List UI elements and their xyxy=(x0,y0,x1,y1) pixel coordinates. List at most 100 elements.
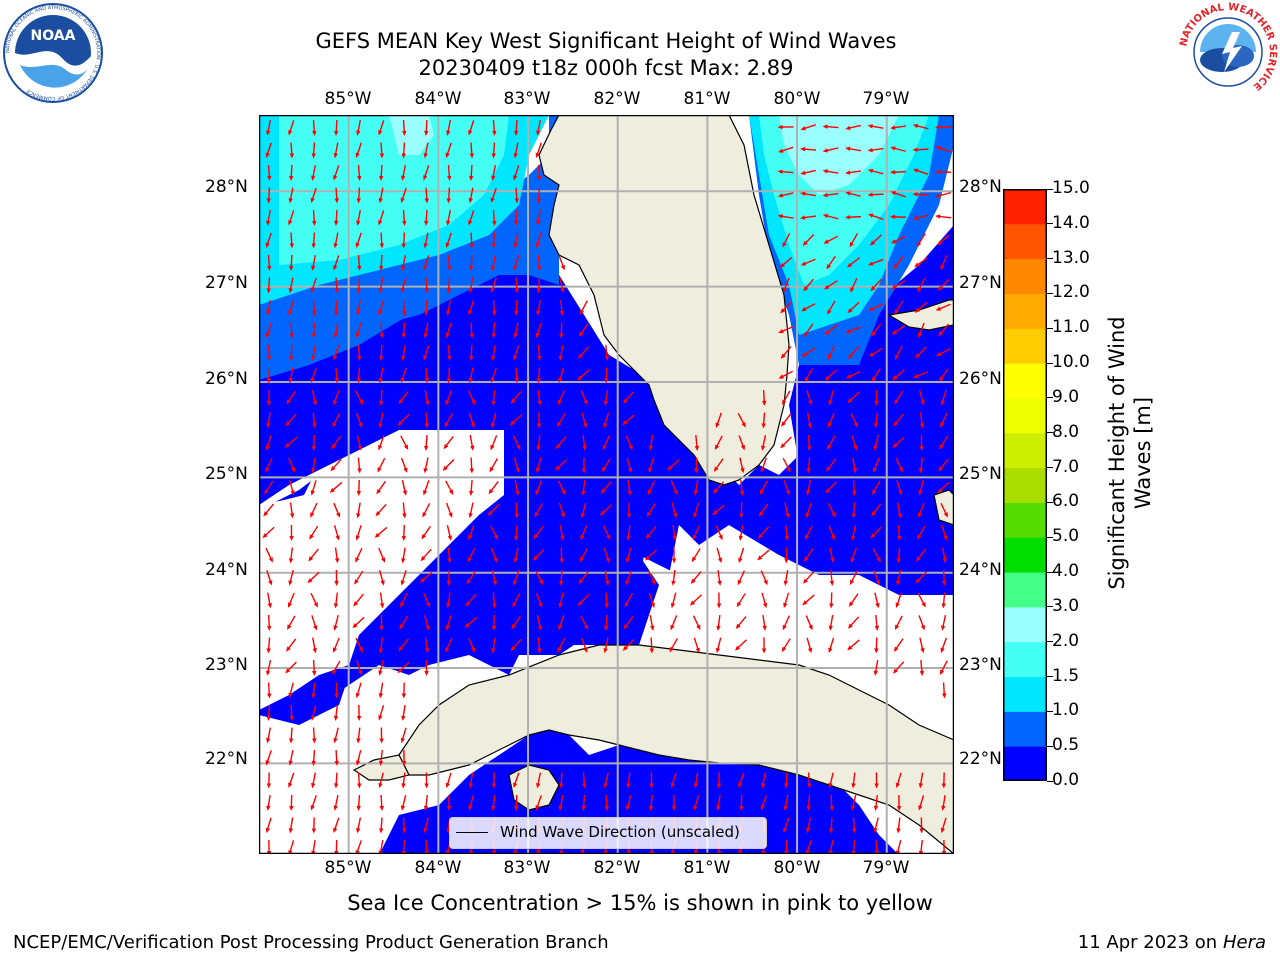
wave-arrow xyxy=(917,322,925,338)
wave-arrow xyxy=(873,412,879,429)
wave-arrow xyxy=(286,638,297,652)
wave-arrow xyxy=(558,367,565,384)
wave-arrow xyxy=(333,727,339,744)
wave-arrow xyxy=(868,213,884,220)
wave-arrow xyxy=(266,119,272,136)
wave-arrow xyxy=(379,794,384,811)
wave-arrow xyxy=(892,661,905,674)
wave-arrow xyxy=(468,187,474,204)
wave-arrow xyxy=(895,592,902,608)
colorbar-tick-mark xyxy=(1047,258,1053,260)
wave-arrow xyxy=(284,436,298,448)
colorbar-segment xyxy=(1004,293,1046,329)
lon-label-top-5: 81°W xyxy=(683,89,731,109)
lon-label-top-6: 80°W xyxy=(773,89,821,109)
wave-arrow xyxy=(941,794,946,811)
wave-arrow xyxy=(603,614,609,631)
wave-arrow xyxy=(849,233,859,248)
wave-arrow xyxy=(514,119,519,136)
wave-arrow xyxy=(378,682,384,699)
wave-arrow xyxy=(534,503,544,518)
wave-arrow xyxy=(492,119,497,136)
wave-arrow xyxy=(649,637,654,654)
wave-arrow xyxy=(310,187,317,204)
wave-arrow xyxy=(893,413,904,427)
wave-arrow xyxy=(537,637,542,654)
wave-arrow xyxy=(288,277,294,294)
wave-arrow xyxy=(803,323,814,337)
wave-arrow xyxy=(559,299,565,316)
wave-arrow xyxy=(289,794,294,811)
wave-arrow xyxy=(894,390,904,405)
wave-arrow xyxy=(805,502,812,518)
colorbar-tick-label: 2.0 xyxy=(1052,630,1080,651)
wave-arrow xyxy=(424,277,429,294)
wave-arrow xyxy=(491,232,496,249)
wave-arrow xyxy=(777,169,794,174)
lat-label-left-5: 24°N xyxy=(205,560,248,580)
wave-arrow xyxy=(535,142,542,159)
wave-arrow xyxy=(355,322,362,339)
wave-arrow xyxy=(938,368,949,382)
wave-arrow xyxy=(443,435,454,450)
wave-arrow xyxy=(312,119,317,136)
wave-arrow xyxy=(378,277,384,294)
wave-arrow xyxy=(784,524,790,541)
wave-arrow xyxy=(379,817,384,834)
wave-arrow xyxy=(783,592,790,609)
wave-arrow xyxy=(874,637,879,654)
wave-arrow xyxy=(940,390,947,406)
wave-arrow xyxy=(890,170,907,175)
wave-arrow xyxy=(468,479,474,496)
lon-label-bottom-7: 79°W xyxy=(862,858,910,878)
lat-label-right-6: 23°N xyxy=(959,655,1002,675)
wave-arrow xyxy=(289,524,294,541)
wave-arrow xyxy=(491,254,497,271)
wave-arrow xyxy=(896,570,902,586)
wave-arrow xyxy=(823,235,839,244)
wave-arrow xyxy=(805,615,813,631)
wave-arrow xyxy=(468,637,476,653)
wave-arrow xyxy=(580,525,588,541)
wave-arrow xyxy=(872,457,880,473)
wave-arrow xyxy=(378,210,385,226)
wave-arrow xyxy=(872,547,881,563)
wave-arrow xyxy=(374,526,388,538)
wave-arrow xyxy=(762,389,767,406)
wave-arrow xyxy=(421,525,432,540)
wave-arrow xyxy=(869,234,883,246)
wave-arrow xyxy=(331,435,342,450)
wave-arrow xyxy=(778,370,794,379)
wave-arrow xyxy=(266,299,272,316)
wave-arrow xyxy=(784,502,790,519)
wave-arrow xyxy=(288,750,294,766)
wave-arrow xyxy=(580,615,589,630)
wave-arrow xyxy=(356,367,361,384)
wave-arrow xyxy=(310,705,317,721)
wave-arrow xyxy=(851,435,858,451)
wave-arrow xyxy=(692,525,701,541)
wave-arrow xyxy=(829,794,834,811)
wave-arrow xyxy=(266,209,272,226)
wave-arrow xyxy=(845,215,862,220)
wave-arrow xyxy=(846,257,860,268)
wave-arrow xyxy=(916,548,927,562)
wave-arrow xyxy=(601,458,611,473)
plot-subtitle: 20230409 t18z 000h fcst Max: 2.89 xyxy=(418,56,794,80)
wave-arrow xyxy=(828,525,835,541)
wave-arrow xyxy=(514,367,519,384)
wave-arrow xyxy=(334,299,339,316)
footer-host: Hera xyxy=(1222,932,1266,953)
wave-arrow xyxy=(379,164,384,181)
wave-arrow xyxy=(916,233,926,248)
wave-arrow xyxy=(579,300,588,316)
wave-arrow xyxy=(446,277,451,294)
wave-arrow xyxy=(424,637,430,654)
wave-arrow xyxy=(535,322,542,339)
wave-arrow xyxy=(625,547,632,564)
wave-arrow xyxy=(580,390,588,406)
wave-arrow xyxy=(822,192,839,198)
wave-arrow xyxy=(423,232,429,249)
wave-arrow xyxy=(423,817,429,834)
footer-date: 11 Apr 2023 on Hera xyxy=(1078,932,1266,953)
